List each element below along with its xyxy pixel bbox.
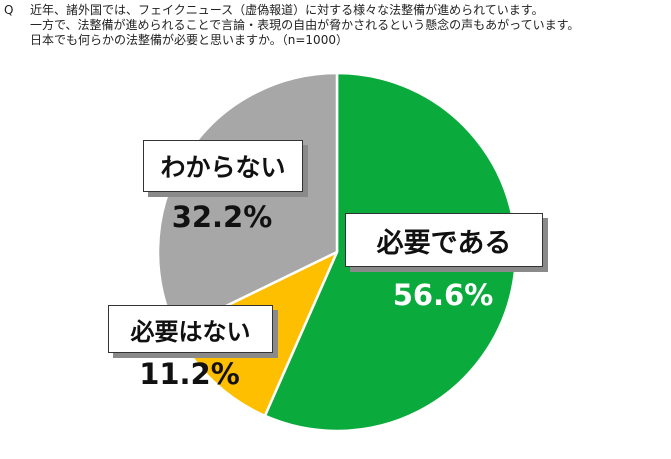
slice-label-not-necessary: 必要はない xyxy=(108,305,273,353)
slice-value-necessary: 56.6% xyxy=(392,278,494,312)
question-line-1: 近年、諸外国では、フェイクニュース（虚偽報道）に対する様々な法整備が進められてい… xyxy=(30,3,544,17)
question-block: Q 近年、諸外国では、フェイクニュース（虚偽報道）に対する様々な法整備が進められ… xyxy=(4,3,668,48)
question-marker: Q xyxy=(4,3,14,17)
question-text: 近年、諸外国では、フェイクニュース（虚偽報道）に対する様々な法整備が進められてい… xyxy=(30,3,668,48)
question-line-3: 日本でも何らかの法整備が必要と思いますか。（n=1000） xyxy=(30,33,348,47)
slice-value-dont-know: 32.2% xyxy=(171,200,273,234)
slice-value-not-necessary: 11.2% xyxy=(139,357,240,391)
slice-label-dont-know: わからない xyxy=(143,140,303,192)
question-line-2: 一方で、法整備が進められることで言論・表現の自由が脅かされるという懸念の声もあが… xyxy=(30,18,580,32)
slice-label-necessary: 必要である xyxy=(345,213,543,267)
